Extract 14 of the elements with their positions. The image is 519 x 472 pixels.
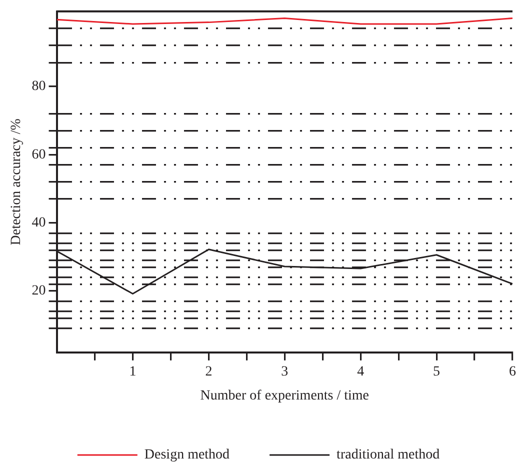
x-tick-label: 2 [205, 364, 212, 380]
y-axis-title: Detection accuracy /% [9, 118, 24, 246]
x-tick-label: 4 [357, 364, 364, 380]
x-tick-label: 6 [509, 364, 516, 380]
y-tick-label: 80 [32, 79, 46, 94]
x-axis-title: Number of experiments / time [200, 388, 370, 404]
legend-label: Design method [144, 448, 230, 463]
x-tick-label: 5 [433, 364, 440, 380]
x-tick-label: 3 [281, 364, 288, 380]
y-tick-label: 60 [32, 147, 46, 162]
y-tick-label: 20 [32, 284, 46, 299]
y-tick-label: 40 [32, 215, 46, 230]
legend-label: traditional method [336, 448, 440, 463]
x-tick-label: 1 [129, 364, 136, 380]
